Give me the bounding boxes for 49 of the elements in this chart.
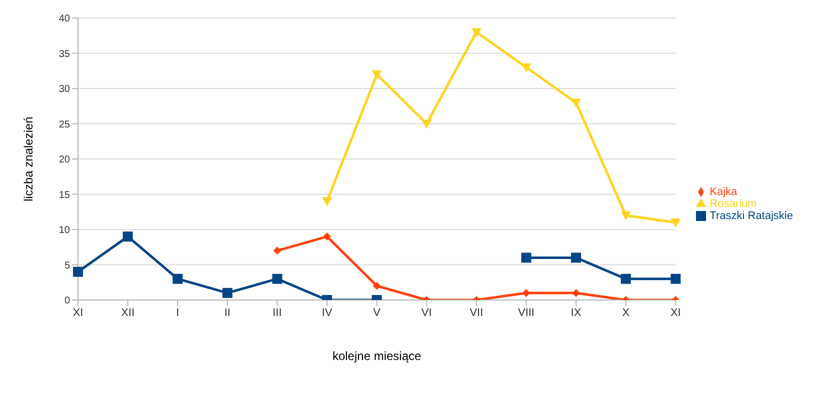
point [670, 274, 681, 284]
y-tick-label: 0 [64, 296, 70, 307]
point [273, 246, 282, 255]
y-tick-label: 15 [58, 190, 70, 201]
x-tick-label: IV [322, 306, 333, 319]
point [222, 288, 232, 298]
x-tick-label: III [272, 306, 282, 319]
point [372, 282, 381, 290]
point [422, 120, 432, 129]
point [521, 252, 532, 263]
point [620, 274, 631, 284]
legend-label: Kajka [710, 186, 738, 198]
point [521, 63, 532, 72]
legend-label: Traszki Ratajskie [710, 210, 793, 222]
point [323, 232, 332, 241]
point [372, 70, 382, 80]
x-tick-label: XI [72, 306, 84, 319]
x-tick-label: XII [121, 306, 135, 319]
point [272, 274, 282, 284]
x-tick-label: X [622, 306, 630, 319]
y-tick-label: 30 [58, 84, 70, 96]
y-tick-label: 20 [58, 154, 70, 166]
y-tick-label: 25 [58, 119, 70, 130]
x-tick-label: XI [670, 306, 681, 319]
y-tick-label: 5 [64, 260, 70, 272]
point [522, 288, 530, 297]
x-tick-label: VIII [518, 306, 534, 319]
point [322, 197, 332, 206]
y-tick-label: 40 [58, 14, 70, 25]
x-axis-title: kolejne miesiące [332, 349, 422, 363]
point [73, 266, 83, 277]
y-tick-label: 10 [58, 225, 70, 236]
x-tick-label: VII [470, 306, 484, 319]
point [122, 232, 133, 242]
point [571, 252, 582, 263]
x-tick-label: I [176, 306, 180, 319]
point [571, 98, 582, 108]
point [670, 218, 681, 228]
legend-label: Rosarium [710, 198, 757, 210]
point [572, 288, 580, 297]
point [172, 274, 183, 284]
x-tick-label: V [373, 306, 382, 319]
x-tick-label: VI [421, 306, 432, 319]
point [620, 211, 631, 220]
y-axis-title: liczba znalezień [21, 116, 36, 202]
x-tick-label: II [224, 306, 230, 319]
point [471, 28, 482, 38]
x-tick-label: IX [570, 306, 582, 319]
y-tick-label: 35 [58, 48, 70, 60]
